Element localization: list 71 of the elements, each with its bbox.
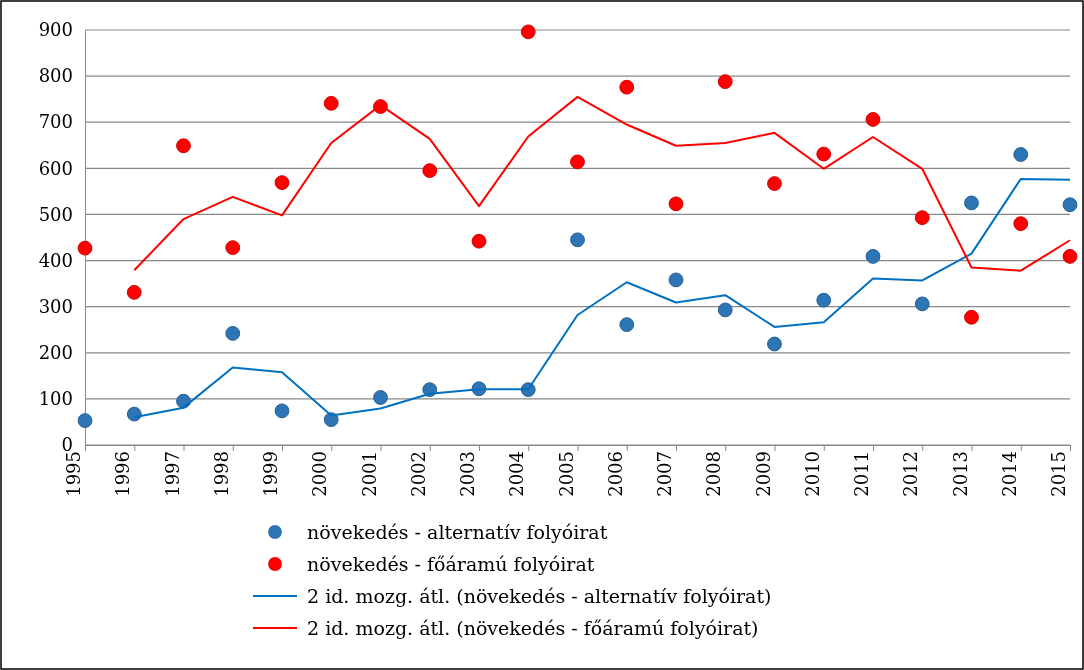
point bbox=[126, 406, 142, 422]
x-tick-label: 2005 bbox=[555, 451, 577, 497]
point bbox=[964, 309, 979, 325]
y-tick-label: 300 bbox=[38, 295, 73, 317]
y-tick-label: 600 bbox=[38, 157, 73, 179]
legend-label: 2 id. mozg. átl. (növekedés - alternatív folyóirat) bbox=[307, 584, 772, 607]
point bbox=[225, 240, 241, 256]
y-tick-label: 800 bbox=[38, 65, 73, 87]
point bbox=[914, 296, 930, 312]
y-tick-label: 900 bbox=[38, 19, 73, 41]
point bbox=[323, 95, 339, 111]
x-tick-label: 2006 bbox=[604, 451, 626, 497]
x-tick-label: 2015 bbox=[1048, 451, 1070, 497]
x-tick-label: 2011 bbox=[851, 451, 873, 497]
point bbox=[767, 176, 782, 191]
x-tick-label: 1998 bbox=[210, 451, 232, 497]
point bbox=[619, 79, 635, 95]
point bbox=[619, 317, 635, 333]
x-tick-label: 2004 bbox=[506, 451, 528, 497]
point bbox=[520, 24, 536, 40]
point bbox=[767, 336, 782, 352]
point bbox=[570, 154, 585, 170]
x-tick-label: 2010 bbox=[801, 451, 823, 497]
y-tick-label: 200 bbox=[38, 342, 73, 364]
point bbox=[1013, 216, 1029, 232]
x-tick-label: 2009 bbox=[752, 451, 774, 497]
point bbox=[176, 138, 191, 154]
legend-label: növekedés - alternatív folyóirat bbox=[307, 520, 608, 543]
point bbox=[964, 195, 979, 211]
x-tick-label: 2001 bbox=[358, 451, 380, 497]
point bbox=[570, 232, 585, 248]
point bbox=[323, 412, 339, 428]
point bbox=[274, 403, 290, 419]
x-tick-label: 2002 bbox=[407, 451, 429, 497]
point bbox=[816, 146, 832, 162]
point bbox=[1062, 249, 1078, 264]
point bbox=[77, 413, 93, 428]
point bbox=[668, 196, 684, 212]
x-tick-label: 2013 bbox=[949, 451, 971, 497]
point bbox=[668, 272, 684, 288]
x-tick-label: 1999 bbox=[260, 451, 282, 497]
legend-label: növekedés - főáramú folyóirat bbox=[307, 552, 595, 575]
legend-label: 2 id. mozg. átl. (növekedés - főáramú folyóirat) bbox=[307, 616, 759, 639]
point bbox=[373, 390, 388, 405]
point bbox=[422, 163, 438, 179]
point bbox=[717, 74, 733, 90]
x-tick-label: 2003 bbox=[457, 451, 479, 497]
point bbox=[1062, 197, 1078, 213]
y-tick-label: 100 bbox=[38, 388, 73, 410]
x-tick-label: 1996 bbox=[112, 451, 134, 497]
point bbox=[1013, 147, 1029, 162]
y-tick-label: 400 bbox=[38, 249, 73, 271]
point bbox=[816, 292, 832, 308]
x-tick-label: 2012 bbox=[900, 451, 922, 497]
y-tick-label: 500 bbox=[38, 203, 73, 225]
y-tick-label: 700 bbox=[38, 111, 73, 133]
point bbox=[126, 284, 142, 300]
point bbox=[274, 175, 290, 191]
point bbox=[865, 249, 881, 264]
x-tick-label: 2007 bbox=[654, 451, 676, 497]
point bbox=[865, 112, 881, 127]
x-tick-label: 2008 bbox=[703, 451, 725, 497]
x-tick-label: 2000 bbox=[309, 451, 331, 497]
point bbox=[77, 240, 93, 256]
point bbox=[717, 302, 733, 318]
point bbox=[471, 233, 487, 249]
x-tick-label: 2014 bbox=[998, 451, 1020, 497]
point bbox=[914, 210, 930, 226]
x-tick-label: 1997 bbox=[161, 451, 183, 497]
line-series bbox=[133, 95, 1071, 272]
point bbox=[225, 326, 241, 341]
